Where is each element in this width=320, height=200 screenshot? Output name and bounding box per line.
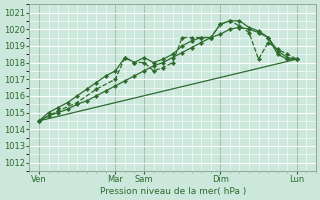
X-axis label: Pression niveau de la mer( hPa ): Pression niveau de la mer( hPa )	[100, 187, 246, 196]
